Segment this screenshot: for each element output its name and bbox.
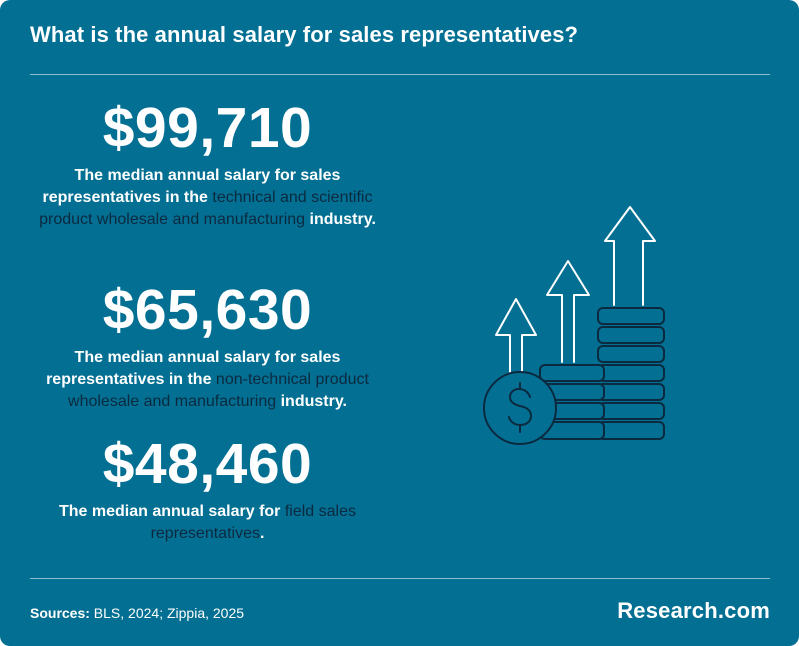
stat-non-technical-industry: $65,630 The median annual salary for sal… (30, 282, 385, 413)
infographic-title: What is the annual salary for sales repr… (30, 22, 579, 47)
dollar-coin (483, 371, 557, 445)
sources-note: Sources: BLS, 2024; Zippia, 2025 (30, 605, 244, 621)
stat-description-post: . (259, 525, 265, 542)
stat-description-highlight: technical and scientific product wholesa… (39, 189, 373, 228)
stat-description-post: industry. (276, 393, 347, 410)
stat-description-pre: The median annual salary for (59, 503, 285, 520)
top-divider (30, 74, 770, 75)
arrow-left (495, 298, 537, 376)
sources-label: Sources: (30, 605, 90, 621)
stat-value: $65,630 (102, 278, 313, 342)
stat-description-highlight: field sales representatives (150, 503, 356, 542)
stat-field-sales: $48,460 The median annual salary for fie… (30, 436, 385, 545)
stat-value: $99,710 (102, 96, 313, 160)
arrow-right (604, 206, 656, 306)
arrow-middle (546, 260, 590, 363)
stat-description-post: industry. (305, 211, 376, 228)
bottom-divider (30, 578, 770, 579)
stat-technical-industry: $99,710 The median annual salary for sal… (30, 100, 385, 231)
sources-text: BLS, 2024; Zippia, 2025 (89, 605, 245, 621)
stat-description: The median annual salary for sales repre… (30, 165, 385, 231)
stat-description-highlight: non-technical product wholesale and manu… (68, 371, 369, 410)
stat-value: $48,460 (102, 432, 313, 496)
stat-description-pre: The median annual salary for sales repre… (42, 167, 341, 206)
coins-with-rising-arrows-icon (483, 206, 665, 445)
stat-description-pre: The median annual salary for sales repre… (46, 349, 341, 388)
brand-logo: Research.com (617, 598, 770, 623)
stat-description: The median annual salary for field sales… (30, 501, 385, 545)
coin-stack-right (597, 307, 665, 440)
stat-description: The median annual salary for sales repre… (30, 347, 385, 413)
